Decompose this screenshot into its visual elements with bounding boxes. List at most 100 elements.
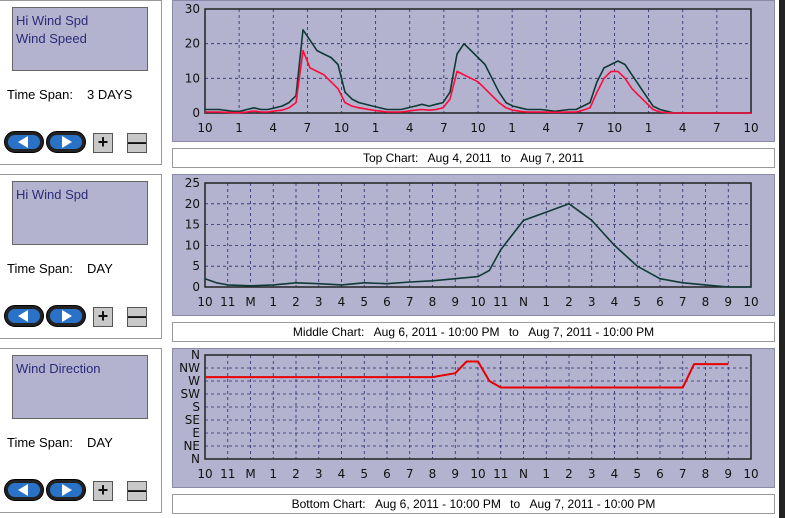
time-span-label: Time Span: (7, 87, 73, 102)
x-tick-label: 4 (611, 295, 619, 309)
x-tick-label: 2 (292, 467, 300, 481)
x-tick-label: 10 (334, 121, 349, 135)
x-tick-label: 4 (542, 121, 550, 135)
series-item[interactable]: Wind Direction (16, 361, 101, 376)
x-tick-label: 11 (220, 467, 235, 481)
x-tick-label: 5 (633, 467, 641, 481)
x-tick-label: 2 (292, 295, 300, 309)
x-tick-label: 10 (470, 467, 485, 481)
x-tick-label: 7 (679, 295, 687, 309)
next-button[interactable] (46, 479, 86, 501)
x-tick-label: N (519, 467, 528, 481)
middle-chart-caption: Middle Chart: Aug 6, 2011 - 10:00 PM to … (172, 322, 775, 342)
time-span-label: Time Span: (7, 261, 73, 276)
x-tick-label: 11 (493, 467, 508, 481)
zoom-out-button[interactable]: — (127, 480, 147, 501)
series-list-top[interactable]: Hi Wind Spd Wind Speed (12, 7, 148, 71)
x-tick-label: 6 (656, 295, 664, 309)
series-item[interactable]: Hi Wind Spd (16, 187, 89, 202)
x-tick-label: 1 (372, 121, 380, 135)
y-tick-label: NE (183, 439, 200, 453)
x-tick-label: N (519, 295, 528, 309)
middle-chart[interactable]: 10 11 M 1 2 3 4 5 6 7 8 9 10 11 N 1 2 3 4 5 6 7 8 9 10 0 5 10 15 20 25 (172, 174, 775, 316)
x-tick-label: 9 (724, 467, 732, 481)
series-item[interactable]: Wind Speed (16, 31, 87, 46)
x-tick-label: 11 (493, 295, 508, 309)
x-tick-label: 9 (451, 295, 459, 309)
y-tick-label: NW (179, 361, 200, 375)
series-line-0 (205, 360, 729, 389)
y-tick-label: W (188, 374, 200, 388)
series-list-bottom[interactable]: Wind Direction (12, 355, 148, 419)
zoom-in-button[interactable]: + (93, 307, 113, 327)
next-button[interactable] (46, 131, 86, 153)
x-tick-label: 3 (588, 467, 596, 481)
zoom-out-button[interactable]: — (127, 306, 147, 327)
x-tick-label: 1 (508, 121, 516, 135)
top-chart[interactable]: 10 1 4 7 10 1 4 7 10 1 4 7 10 1 4 7 10 0 10 20 30 (172, 0, 775, 142)
x-tick-label: 10 (197, 121, 212, 135)
prev-button[interactable] (4, 131, 44, 153)
x-tick-label: 11 (220, 295, 235, 309)
plot-frame (204, 354, 752, 460)
x-tick-label: 7 (713, 121, 721, 135)
series-item[interactable]: Hi Wind Spd (16, 13, 89, 28)
x-tick-label: 6 (383, 467, 391, 481)
caption-label: Middle Chart: (292, 325, 365, 339)
x-tick-label: 5 (360, 295, 368, 309)
x-tick-label: 7 (440, 121, 448, 135)
time-span-bottom: Time Span: DAY (7, 435, 113, 450)
time-span-top: Time Span: 3 DAYS (7, 87, 132, 102)
top-chart-caption: Top Chart: Aug 4, 2011 to Aug 7, 2011 (172, 148, 775, 168)
x-tick-label: 1 (235, 121, 243, 135)
x-tick-label: 1 (645, 121, 653, 135)
x-tick-label: 3 (315, 295, 323, 309)
prev-button[interactable] (4, 479, 44, 501)
series-list-middle[interactable]: Hi Wind Spd (12, 181, 148, 245)
zoom-in-button[interactable]: + (93, 481, 113, 501)
plot-frame (204, 182, 752, 288)
prev-button[interactable] (4, 305, 44, 327)
x-tick-label: M (245, 467, 255, 481)
x-tick-label: 10 (470, 121, 485, 135)
right-arrow-icon (62, 136, 72, 148)
caption-from: Aug 6, 2011 - 10:00 PM (373, 325, 500, 339)
y-tick-label: 30 (185, 2, 200, 16)
y-tick-label: 25 (185, 176, 200, 190)
x-tick-label: 4 (269, 121, 277, 135)
caption-label: Bottom Chart: (291, 497, 366, 511)
series-line-0 (204, 202, 751, 288)
x-tick-label: 8 (702, 467, 710, 481)
caption-from: Aug 6, 2011 - 10:00 PM (374, 497, 501, 511)
x-tick-label: 7 (577, 121, 585, 135)
x-tick-label: 10 (197, 467, 212, 481)
caption-to-word: to (500, 151, 511, 165)
zoom-out-button[interactable]: — (127, 132, 147, 153)
y-tick-label: 10 (185, 238, 200, 252)
x-tick-label: 8 (702, 295, 710, 309)
bottom-controls-panel: Wind Direction Time Span: DAY + — (0, 348, 162, 513)
bottom-chart[interactable]: 10 11 M 1 2 3 4 5 6 7 8 9 10 11 N 1 2 3 4 5 6 7 8 9 10 N NE E SE S SW W… (172, 348, 775, 488)
middle-controls-panel: Hi Wind Spd Time Span: DAY + — (0, 174, 162, 339)
x-tick-label: 4 (679, 121, 687, 135)
y-tick-label: S (192, 400, 200, 414)
x-tick-label: 10 (197, 295, 212, 309)
x-tick-label: 2 (565, 467, 573, 481)
zoom-in-button[interactable]: + (93, 133, 113, 153)
x-tick-label: 7 (406, 467, 414, 481)
y-tick-label: 20 (185, 197, 200, 211)
caption-to: Aug 7, 2011 (520, 151, 585, 165)
y-tick-label: 20 (185, 37, 200, 51)
y-tick-label: E (192, 426, 200, 440)
x-tick-label: 5 (360, 467, 368, 481)
y-tick-label: 15 (185, 218, 200, 232)
x-tick-label: 5 (633, 295, 641, 309)
time-span-value: 3 DAYS (87, 87, 133, 102)
bottom-chart-svg: 10 11 M 1 2 3 4 5 6 7 8 9 10 11 N 1 2 3 4 5 6 7 8 9 10NNEESESSWW… (179, 349, 758, 481)
time-span-value: DAY (87, 435, 113, 450)
x-tick-label: 9 (451, 467, 459, 481)
x-tick-label: 4 (338, 295, 346, 309)
next-button[interactable] (46, 305, 86, 327)
